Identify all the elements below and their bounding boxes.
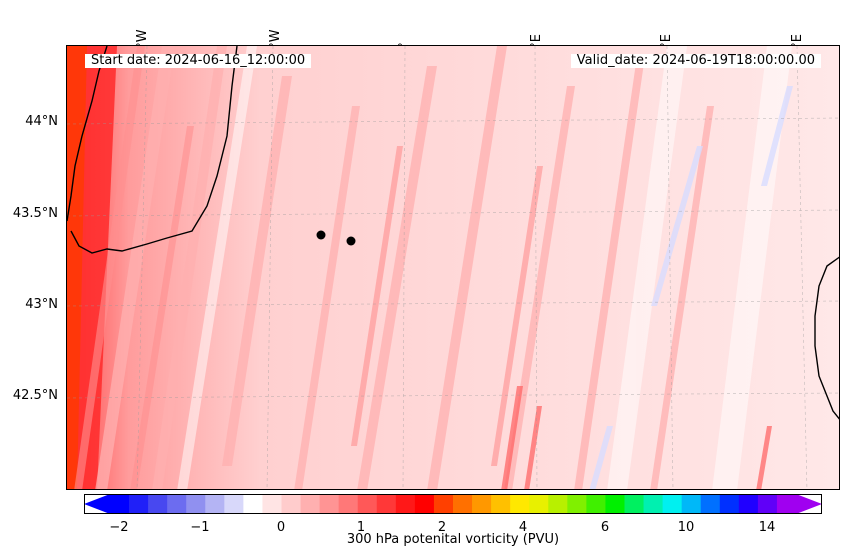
colorbar-tick-label: −1 <box>190 520 210 535</box>
colorbar-label: 300 hPa potenital vorticity (PVU) <box>346 532 560 547</box>
colorbar-segment <box>376 494 397 514</box>
colorbar-segment <box>129 494 149 514</box>
colorbar-segment <box>319 494 340 514</box>
lat-label-43-5n: 43.5°N <box>12 206 58 221</box>
colorbar-segment <box>529 494 549 514</box>
colorbar-segment <box>110 494 130 514</box>
colorbar-segment <box>186 494 206 514</box>
colorbar-tick-label: 1 <box>356 520 366 535</box>
lat-label-44n: 44°N <box>25 114 58 129</box>
colorbar-right-arrow <box>796 494 822 514</box>
colorbar-segment <box>643 494 664 514</box>
colorbar-segment <box>681 494 702 514</box>
colorbar-tick-label: 10 <box>677 520 695 535</box>
colorbar-segment <box>472 494 492 514</box>
colorbar-segment <box>414 494 435 514</box>
colorbar-segment <box>262 494 282 514</box>
colorbar-segment <box>224 494 244 514</box>
colorbar-segment <box>395 494 416 514</box>
colorbar-segment <box>776 494 797 514</box>
colorbar-segment <box>738 494 759 514</box>
colorbar-segment <box>491 494 511 514</box>
lat-label-42-5n: 42.5°N <box>12 388 58 403</box>
valid-date-label: Valid_date: 2024-06-19T18:00:00.00 <box>570 54 821 68</box>
pv-field <box>67 46 839 489</box>
colorbar-left-arrow <box>84 494 110 514</box>
colorbar-segment <box>757 494 778 514</box>
colorbar-tick-label: 6 <box>600 520 610 535</box>
colorbar-segment <box>243 494 263 514</box>
colorbar-tick-label: 14 <box>758 520 776 535</box>
colorbar-segment <box>510 494 530 514</box>
colorbar-segment <box>453 494 473 514</box>
colorbar-segment <box>338 494 359 514</box>
colorbar-segment <box>167 494 187 514</box>
colorbar-segment <box>586 494 606 514</box>
colorbar-segment <box>662 494 683 514</box>
colorbar-segment <box>281 494 302 514</box>
colorbar-segment <box>719 494 740 514</box>
colorbar-tick-label: 4 <box>518 520 528 535</box>
colorbar-segment <box>433 494 454 514</box>
colorbar <box>84 494 822 514</box>
colorbar-segment <box>700 494 721 514</box>
start-date-label: Start date: 2024-06-16_12:00:00 <box>85 54 312 68</box>
station-marker-1[interactable] <box>316 230 326 240</box>
lat-label-43n: 43°N <box>25 297 58 312</box>
colorbar-tick-label: 2 <box>437 520 447 535</box>
colorbar-segment <box>605 494 625 514</box>
colorbar-segment <box>624 494 645 514</box>
map-panel[interactable]: Start date: 2024-06-16_12:00:00 Valid_da… <box>66 45 840 490</box>
colorbar-segment <box>300 494 321 514</box>
station-marker-2[interactable] <box>346 236 356 246</box>
colorbar-segment <box>567 494 587 514</box>
colorbar-tick-label: 0 <box>276 520 286 535</box>
colorbar-segment <box>205 494 225 514</box>
colorbar-segment <box>548 494 568 514</box>
colorbar-tick-label: −2 <box>109 520 129 535</box>
colorbar-segment <box>357 494 378 514</box>
colorbar-segment <box>148 494 168 514</box>
